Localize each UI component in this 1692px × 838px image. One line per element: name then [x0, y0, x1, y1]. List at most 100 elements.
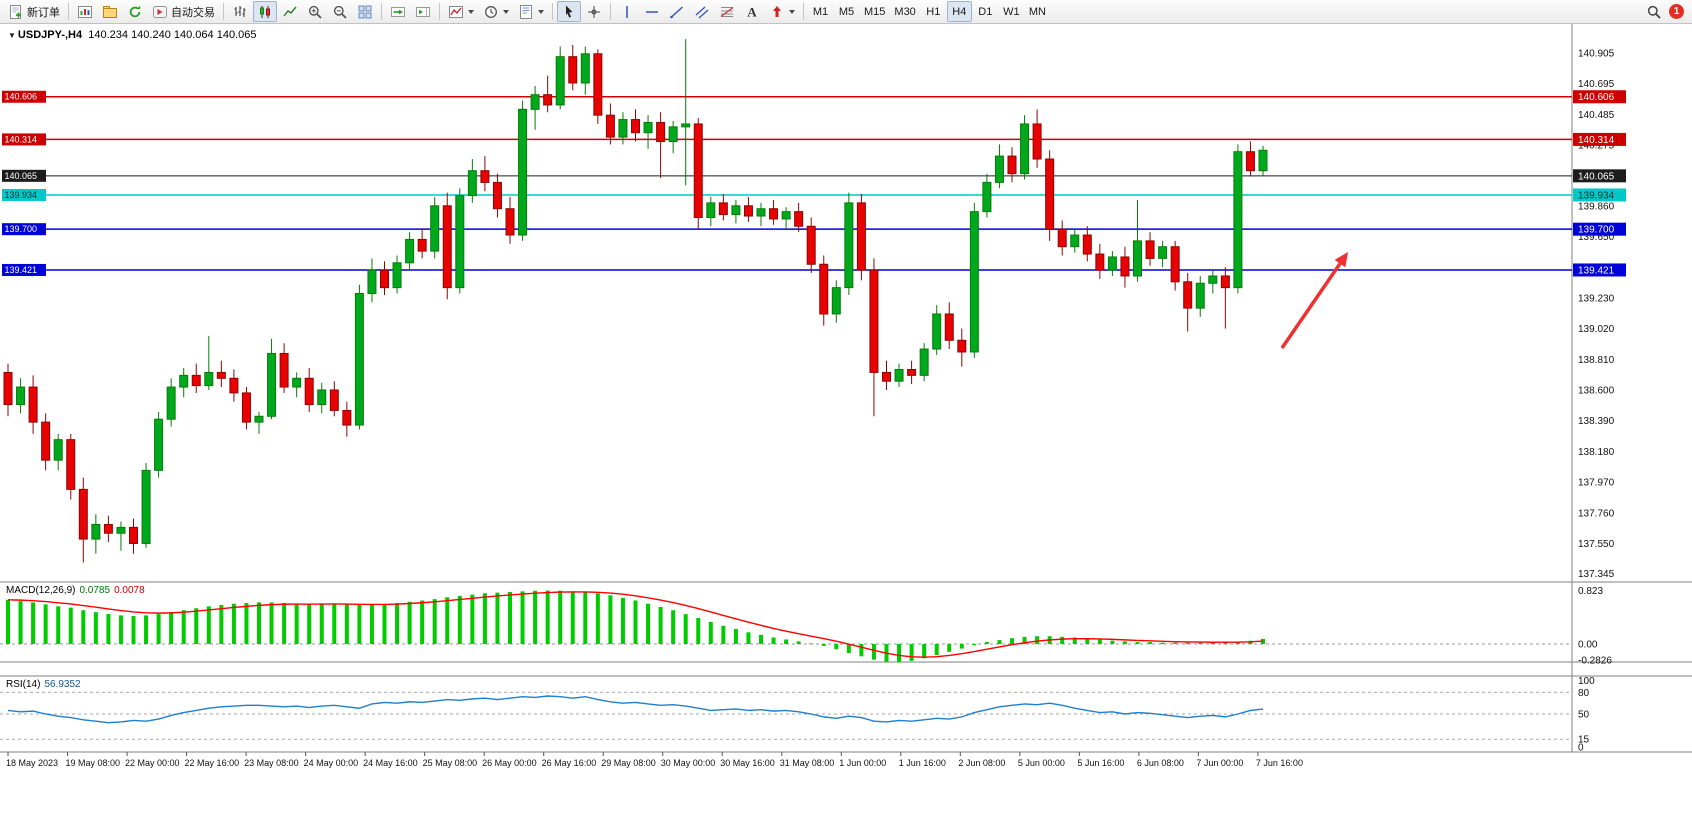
- bull-candle: [116, 526, 126, 534]
- bear-candle: [568, 56, 578, 84]
- rsi-value: 56.9352: [44, 679, 81, 690]
- bull-candle: [16, 386, 26, 406]
- bear-candle: [1095, 253, 1105, 271]
- macd-signal-value: 0.0078: [114, 585, 145, 596]
- time-axis-label: 19 May 08:00: [66, 758, 121, 768]
- chart-shift-button[interactable]: [411, 1, 435, 22]
- vertical-line-button[interactable]: [615, 1, 639, 22]
- time-axis-label: 22 May 16:00: [185, 758, 240, 768]
- zoom-in-button[interactable]: [303, 1, 327, 22]
- text-button[interactable]: A: [740, 1, 764, 22]
- timeframe-label: MN: [1028, 5, 1046, 18]
- bull-candle: [1258, 149, 1268, 172]
- bull-candle: [392, 262, 402, 289]
- price-tag-left-label: 139.700: [5, 224, 38, 234]
- bear-candle: [417, 238, 427, 252]
- bull-candle: [982, 181, 992, 213]
- timeframe-label: M5: [838, 5, 855, 18]
- bull-candle: [204, 371, 214, 387]
- chevron-down-icon: [468, 9, 474, 14]
- toolbar-separator: [610, 3, 611, 20]
- price-axis-label: 137.550: [1578, 539, 1615, 550]
- search-button[interactable]: [1642, 1, 1666, 22]
- refresh-button[interactable]: [123, 1, 147, 22]
- bear-candle: [191, 374, 201, 387]
- rsi-line: [7, 695, 1264, 724]
- channel-icon: [694, 4, 710, 20]
- autotrading-label: 自动交易: [171, 6, 215, 19]
- bull-candle: [643, 121, 653, 134]
- autotrading-button[interactable]: 自动交易: [148, 1, 219, 22]
- bear-candle: [631, 119, 640, 134]
- bear-candle: [794, 211, 804, 227]
- timeframe-m5-button[interactable]: M5: [834, 1, 859, 22]
- new-chart-button[interactable]: [73, 1, 97, 22]
- bear-candle: [78, 488, 88, 540]
- timeframe-h1-button[interactable]: H1: [921, 1, 946, 22]
- price-axis-label: 137.345: [1578, 569, 1615, 580]
- zoom-out-icon: [332, 4, 348, 20]
- channel-button[interactable]: [690, 1, 714, 22]
- timeframe-w1-button[interactable]: W1: [999, 1, 1024, 22]
- fibonacci-button[interactable]: [715, 1, 739, 22]
- macd-indicator-label: MACD(12,26,9) 0.0785 0.0078: [6, 585, 145, 596]
- price-axis-label: 137.970: [1578, 478, 1615, 489]
- bear-candle: [505, 208, 515, 236]
- horizontal-line-button[interactable]: [640, 1, 664, 22]
- chart-symbol-label: USDJPY-,H4: [17, 29, 83, 41]
- chart-window: 140.905 140.695 140.485 140.275 140.065 139.8…: [0, 24, 1692, 838]
- timeframe-m1-button[interactable]: M1: [808, 1, 833, 22]
- bar-chart-button[interactable]: [228, 1, 252, 22]
- bear-candle: [869, 269, 879, 373]
- bear-candle: [216, 371, 226, 379]
- text-tool-icon: A: [744, 4, 760, 20]
- chart-canvas[interactable]: 140.905 140.695 140.485 140.275 140.065 139.8…: [0, 24, 1692, 838]
- notification-badge[interactable]: 1: [1669, 4, 1684, 19]
- bear-candle: [605, 114, 615, 138]
- auto-scroll-button[interactable]: [386, 1, 410, 22]
- price-axis-label: 138.390: [1578, 416, 1615, 427]
- bear-candle: [342, 409, 352, 426]
- bullish-arrow-annotation[interactable]: [1280, 252, 1348, 349]
- timeframe-label: M15: [864, 5, 886, 18]
- price-tag-right-label: 139.421: [1578, 265, 1615, 276]
- collapse-triangle-icon[interactable]: ▼: [8, 31, 16, 40]
- price-axis-label: 140.695: [1578, 79, 1615, 90]
- line-chart-button[interactable]: [278, 1, 302, 22]
- macd-signal-line: [7, 591, 1264, 658]
- templates-button[interactable]: [514, 1, 548, 22]
- bear-candle: [304, 377, 314, 406]
- price-tag-left: [2, 133, 46, 146]
- timeframe-m30-button[interactable]: M30: [890, 1, 919, 22]
- crosshair-button[interactable]: [582, 1, 606, 22]
- bull-candle: [1158, 246, 1168, 259]
- tile-windows-button[interactable]: [353, 1, 377, 22]
- profiles-button[interactable]: [98, 1, 122, 22]
- time-axis-label: 24 May 00:00: [304, 758, 359, 768]
- cursor-button[interactable]: [557, 1, 581, 22]
- zoom-out-button[interactable]: [328, 1, 352, 22]
- bull-candle: [292, 377, 302, 388]
- arrows-tool-button[interactable]: [765, 1, 799, 22]
- indicators-button[interactable]: [444, 1, 478, 22]
- new-order-button[interactable]: 新订单: [4, 1, 64, 22]
- profiles-icon: [102, 4, 118, 20]
- price-tag-left-label: 139.421: [5, 265, 38, 275]
- timeframe-m15-button[interactable]: M15: [860, 1, 889, 22]
- price-axis-label: 138.810: [1578, 355, 1615, 366]
- timeframe-mn-button[interactable]: MN: [1025, 1, 1050, 22]
- candlestick-button[interactable]: [253, 1, 277, 22]
- price-tag-right: [1573, 169, 1626, 183]
- price-tag-right: [1573, 90, 1626, 104]
- periods-button[interactable]: [479, 1, 513, 22]
- bull-candle: [1208, 275, 1218, 284]
- indicators-icon: [448, 4, 464, 20]
- refresh-icon: [127, 4, 143, 20]
- bull-candle: [354, 292, 364, 426]
- autotrading-icon: [152, 4, 168, 20]
- bear-candle: [1045, 158, 1055, 230]
- trendline-button[interactable]: [665, 1, 689, 22]
- timeframe-h4-button[interactable]: H4: [946, 1, 972, 22]
- timeframe-d1-button[interactable]: D1: [973, 1, 998, 22]
- rsi-name: RSI(14): [6, 679, 41, 690]
